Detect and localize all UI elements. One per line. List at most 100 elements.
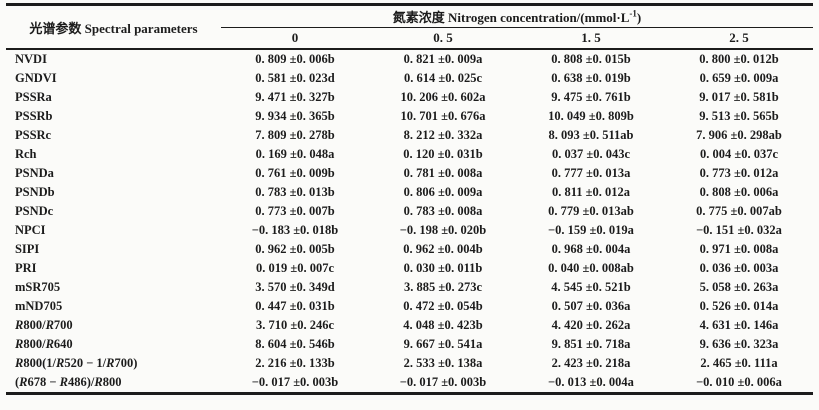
value-cell: 8. 093 ±0. 511ab: [548, 128, 634, 142]
reflectance-symbol: R: [14, 318, 24, 332]
value-cell: 3. 570 ±0. 349d: [255, 280, 335, 294]
value-cell: 10. 049 ±0. 809b: [548, 109, 634, 123]
value-cell: −0. 183 ±0. 018b: [251, 223, 339, 237]
table-row: PSNDb 0. 783 ±0. 013b 0. 806 ±0. 009a 0. 81…: [6, 183, 813, 202]
row-label: R800/R640: [14, 337, 73, 351]
concentration-header: 1. 5: [516, 27, 665, 50]
value-cell: 2. 533 ±0. 138a: [403, 356, 483, 370]
reflectance-symbol: R: [14, 337, 24, 351]
reflectance-symbol: R: [94, 375, 103, 389]
value-cell: 0. 811 ±0. 012a: [551, 185, 630, 199]
reflectance-symbol: R: [45, 337, 54, 351]
scanned-paper-table-page: 光谱参数 Spectral parameters 氮素浓度 Nitrogen c…: [0, 3, 819, 410]
group-header-superscript: -1: [629, 8, 637, 19]
value-cell: 0. 761 ±0. 009b: [255, 166, 335, 180]
table-row: PSSRa 9. 471 ±0. 327b 10. 206 ±0. 602a 9. 4…: [6, 88, 813, 107]
value-cell: 2. 216 ±0. 133b: [255, 356, 335, 370]
row-label: (R678 − R486)/R800: [14, 375, 122, 389]
value-cell: 4. 631 ±0. 146a: [699, 318, 779, 332]
concentration-header: 0: [220, 27, 369, 50]
value-cell: 0. 781 ±0. 008a: [403, 166, 483, 180]
value-cell: 0. 971 ±0. 008a: [699, 242, 779, 256]
value-cell: 0. 773 ±0. 012a: [699, 166, 779, 180]
table-row: NVDI 0. 809 ±0. 006b 0. 821 ±0. 009a 0. 808…: [6, 49, 813, 69]
row-label: PSSRc: [14, 128, 52, 142]
concentration-header-row: 0 0. 5 1. 5 2. 5: [6, 27, 814, 50]
table-row: PSSRb 9. 934 ±0. 365b 10. 701 ±0. 676a 10. …: [6, 107, 813, 126]
group-header-text: 氮素浓度 Nitrogen concentration/(mmol·L: [392, 10, 630, 25]
table-row: R800/R640 8. 604 ±0. 546b 9. 667 ±0. 541a 9…: [6, 335, 813, 354]
value-cell: −0. 017 ±0. 003b: [251, 375, 339, 389]
value-cell: 0. 004 ±0. 037c: [699, 147, 779, 161]
value-cell: 0. 800 ±0. 012b: [699, 52, 779, 66]
value-cell: 2. 465 ±0. 111a: [700, 356, 778, 370]
table-row: (R678 − R486)/R800 −0. 017 ±0. 003b −0. 01…: [6, 373, 813, 394]
value-cell: 2. 423 ±0. 218a: [551, 356, 631, 370]
value-cell: 3. 710 ±0. 246c: [255, 318, 334, 332]
value-cell: −0. 159 ±0. 019a: [548, 223, 634, 237]
row-label: PSSRa: [14, 90, 52, 104]
value-cell: 8. 212 ±0. 332a: [403, 128, 483, 142]
row-label: PSNDb: [14, 185, 55, 199]
value-cell: 0. 036 ±0. 003a: [699, 261, 779, 275]
table-row: PSNDc 0. 773 ±0. 007b 0. 783 ±0. 008a 0. 77…: [6, 202, 813, 221]
value-cell: 0. 777 ±0. 013a: [551, 166, 631, 180]
table-row: mSR705 3. 570 ±0. 349d 3. 885 ±0. 273c 4. 5…: [6, 278, 813, 297]
concentration-header: 0. 5: [368, 27, 517, 50]
concentration-header: 2. 5: [664, 27, 814, 50]
table-row: PRI 0. 019 ±0. 007c 0. 030 ±0. 011b 0. 040 …: [6, 259, 813, 278]
value-cell: 0. 526 ±0. 014a: [699, 299, 779, 313]
value-cell: 0. 775 ±0. 007ab: [696, 204, 782, 218]
value-cell: 0. 962 ±0. 004b: [403, 242, 483, 256]
group-header-close: ): [636, 10, 642, 25]
row-label: SIPI: [14, 242, 40, 256]
value-cell: 0. 808 ±0. 006a: [699, 185, 779, 199]
table-row: R800/R700 3. 710 ±0. 246c 4. 048 ±0. 423b 4…: [6, 316, 813, 335]
value-cell: 9. 636 ±0. 323a: [699, 337, 779, 351]
row-label: mND705: [14, 299, 63, 313]
table-row: PSNDa 0. 761 ±0. 009b 0. 781 ±0. 008a 0. 77…: [6, 164, 813, 183]
value-cell: 3. 885 ±0. 273c: [403, 280, 482, 294]
value-cell: 0. 821 ±0. 009a: [403, 52, 483, 66]
row-label: NPCI: [14, 223, 46, 237]
value-cell: 0. 614 ±0. 025c: [403, 71, 482, 85]
group-header-row: 光谱参数 Spectral parameters 氮素浓度 Nitrogen c…: [5, 4, 814, 50]
table-row: Rch 0. 169 ±0. 048a 0. 120 ±0. 031b 0. 037 …: [6, 145, 813, 164]
value-cell: 4. 420 ±0. 262a: [551, 318, 631, 332]
reflectance-symbol: R: [14, 356, 24, 370]
value-cell: 4. 545 ±0. 521b: [551, 280, 631, 294]
row-label: PSNDc: [14, 204, 54, 218]
reflectance-symbol: R: [45, 318, 54, 332]
value-cell: 0. 809 ±0. 006b: [255, 52, 335, 66]
table-row: SIPI 0. 962 ±0. 005b 0. 962 ±0. 004b 0. 968…: [6, 240, 813, 259]
value-cell: 0. 507 ±0. 036a: [551, 299, 631, 313]
value-cell: 9. 667 ±0. 541a: [403, 337, 483, 351]
value-cell: 8. 604 ±0. 546b: [255, 337, 335, 351]
value-cell: 9. 934 ±0. 365b: [255, 109, 335, 123]
table-row: NPCI −0. 183 ±0. 018b −0. 198 ±0. 020b −0. …: [6, 221, 813, 240]
value-cell: 0. 783 ±0. 013b: [255, 185, 335, 199]
value-cell: 0. 638 ±0. 019b: [551, 71, 631, 85]
table-body: NVDI 0. 809 ±0. 006b 0. 821 ±0. 009a 0. 808…: [6, 49, 813, 394]
row-label: PRI: [14, 261, 37, 275]
value-cell: −0. 013 ±0. 004a: [548, 375, 634, 389]
row-label: mSR705: [14, 280, 61, 294]
value-cell: 10. 206 ±0. 602a: [400, 90, 486, 104]
value-cell: 0. 783 ±0. 008a: [403, 204, 483, 218]
nitrogen-group-header: 氮素浓度 Nitrogen concentration/(mmol·L-1): [220, 4, 814, 28]
table-row: R800(1/R520 − 1/R700) 2. 216 ±0. 133b 2. 5…: [6, 354, 813, 373]
value-cell: −0. 017 ±0. 003b: [399, 375, 487, 389]
value-cell: 9. 471 ±0. 327b: [255, 90, 335, 104]
row-label: Rch: [14, 147, 37, 161]
param-column-header: 光谱参数 Spectral parameters: [5, 4, 221, 50]
value-cell: 0. 472 ±0. 054b: [403, 299, 483, 313]
value-cell: 0. 806 ±0. 009a: [403, 185, 483, 199]
value-cell: 0. 019 ±0. 007c: [255, 261, 334, 275]
reflectance-symbol: R: [106, 356, 115, 370]
value-cell: 0. 169 ±0. 048a: [255, 147, 335, 161]
value-cell: 0. 037 ±0. 043c: [551, 147, 630, 161]
row-label: R800(1/R520 − 1/R700): [14, 356, 138, 370]
value-cell: 9. 017 ±0. 581b: [699, 90, 779, 104]
value-cell: 10. 701 ±0. 676a: [400, 109, 486, 123]
value-cell: 0. 779 ±0. 013ab: [548, 204, 634, 218]
